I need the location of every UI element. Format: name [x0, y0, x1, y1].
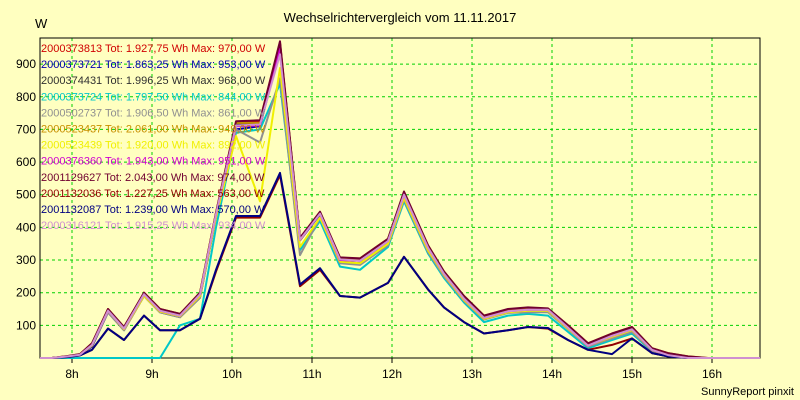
legend-entry-2000373724: 2000373724 Tot: 1.797,50 Wh Max: 844,00 …	[41, 91, 266, 103]
legend-entry-2000376360: 2000376360 Tot: 1.943,00 Wh Max: 951,00 …	[41, 156, 266, 168]
y-tick-label: 700	[16, 122, 36, 136]
y-tick-label: 600	[16, 155, 36, 169]
y-tick-label: 300	[16, 253, 36, 267]
x-tick-label: 16h	[702, 367, 722, 381]
x-tick-label: 12h	[382, 367, 402, 381]
y-tick-label: 100	[16, 318, 36, 332]
plot-frame	[39, 37, 761, 359]
x-tick-label: 11h	[302, 367, 321, 381]
y-tick-label: 800	[16, 90, 36, 104]
plot-area	[40, 38, 760, 358]
chart-title: Wechselrichtervergleich vom 11.11.2017	[283, 10, 517, 25]
y-tick-label: 400	[16, 220, 36, 234]
x-tick-label: 13h	[462, 367, 482, 381]
y-tick-label: 500	[16, 188, 36, 202]
footer-credit: SunnyReport pinxit	[701, 386, 794, 398]
x-tick-label: 14h	[542, 367, 562, 381]
legend-entry-2001132087: 2001132087 Tot: 1.239,00 Wh Max: 570,00 …	[41, 204, 265, 216]
legend-entry-2001129627: 2001129627 Tot: 2.043,00 Wh Max: 974,00 …	[41, 172, 265, 184]
legend-entry-2000373813: 2000373813 Tot: 1.927,75 Wh Max: 970,00 …	[41, 43, 266, 55]
series-line-2001132087	[40, 171, 760, 359]
x-tick-label: 9h	[145, 367, 158, 381]
legend-entry-2000523439: 2000523439 Tot: 1.920,00 Wh Max: 892,00 …	[41, 140, 266, 152]
legend-entry-2000374431: 2000374431 Tot: 1.996,25 Wh Max: 968,00 …	[41, 75, 266, 87]
legend-entry-2000523437: 2000523437 Tot: 2.061,00 Wh Max: 949,00 …	[41, 124, 266, 136]
x-tick-label: 8h	[65, 367, 78, 381]
y-tick-label: 200	[16, 286, 36, 300]
y-tick-label: 900	[16, 57, 36, 71]
legend-entry-2000373721: 2000373721 Tot: 1.863,25 Wh Max: 953,00 …	[41, 59, 266, 71]
x-tick-label: 10h	[222, 367, 242, 381]
legend-entry-2001132036: 2001132036 Tot: 1.227,25 Wh Max: 563,00 …	[41, 188, 265, 200]
series-line-2000316121	[40, 53, 760, 359]
legend-entry-2000502737: 2000502737 Tot: 1.906,50 Wh Max: 861,00 …	[41, 107, 266, 119]
legend-entry-2000316121: 2000316121 Tot: 1.915,25 Wh Max: 934,00 …	[41, 220, 266, 232]
y-axis-unit-label: W	[35, 16, 48, 31]
x-tick-label: 15h	[622, 367, 642, 381]
